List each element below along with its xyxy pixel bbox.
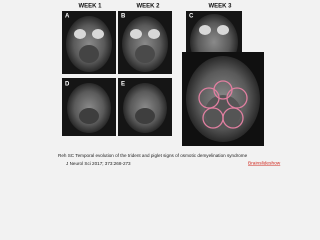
panel-letter: D — [65, 82, 70, 88]
watermark[interactable]: Brainslideshow — [248, 160, 281, 166]
mri-d: D — [62, 78, 116, 136]
week-label: WEEK 2 — [136, 4, 160, 10]
page: {"header": {"weeks": ["WEEK 1", "WEEK 2"… — [58, 3, 281, 167]
slide: WEEK 1 WEEK 2 WEEK 3 A B C D E — [58, 3, 281, 167]
week-label: WEEK 1 — [78, 4, 102, 10]
mri-b: B — [118, 11, 172, 74]
caption: J Neurol Sci 2017; 373:268-273 — [66, 161, 131, 166]
panel-letter: A — [65, 14, 70, 20]
week-label: WEEK 3 — [208, 4, 232, 10]
panel-letter: C — [189, 14, 194, 20]
mri-e: E — [118, 78, 172, 136]
panel-letter: E — [121, 82, 125, 88]
mri-a: A — [62, 11, 116, 74]
mri-large — [182, 52, 264, 146]
caption: Reh SC Temporal evolution of the trident… — [58, 153, 248, 158]
panel-letter: B — [121, 14, 126, 20]
